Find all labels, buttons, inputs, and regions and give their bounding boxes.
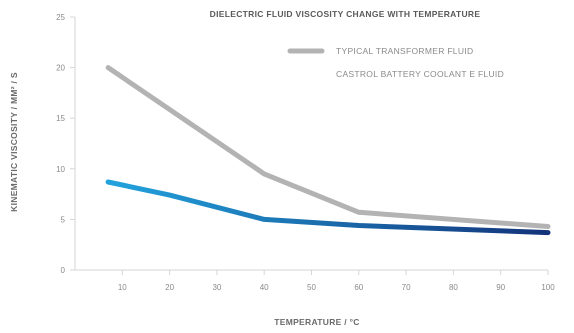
- x-tick-label: 100: [541, 283, 555, 292]
- x-tick-label: 10: [118, 283, 127, 292]
- x-tick-label: 90: [496, 283, 505, 292]
- y-tick-label: 0: [61, 266, 66, 275]
- y-tick-label: 10: [56, 165, 65, 174]
- legend-label-2: CASTROL BATTERY COOLANT E FLUID: [336, 69, 504, 79]
- y-axis-title: KINEMATIC VISCOSITY / MM² / S: [9, 72, 19, 212]
- x-tick-label: 40: [260, 283, 269, 292]
- legend: TYPICAL TRANSFORMER FLUID CASTROL BATTERY…: [287, 46, 504, 79]
- y-tick-label: 20: [56, 64, 65, 73]
- x-tick-label: 60: [354, 283, 363, 292]
- x-tick-label: 50: [307, 283, 316, 292]
- x-tick-label: 20: [165, 283, 174, 292]
- x-axis-ticks: 10 20 30 40 50 60 70 80 90 100: [118, 270, 555, 292]
- chart-title: DIELECTRIC FLUID VISCOSITY CHANGE WITH T…: [210, 9, 481, 19]
- series-line-1: [105, 65, 551, 229]
- x-axis-title: TEMPERATURE / °C: [274, 317, 360, 327]
- y-tick-label: 25: [56, 13, 65, 22]
- x-tick-label: 30: [212, 283, 221, 292]
- x-tick-label: 70: [402, 283, 411, 292]
- y-axis-ticks: 0 5 10 15 20 25: [56, 13, 75, 275]
- x-tick-label: 80: [449, 283, 458, 292]
- y-tick-label: 5: [61, 215, 66, 224]
- series-line-2: [105, 179, 551, 236]
- series-lines: [105, 65, 551, 236]
- y-tick-label: 15: [56, 114, 65, 123]
- legend-label-1: TYPICAL TRANSFORMER FLUID: [336, 46, 473, 56]
